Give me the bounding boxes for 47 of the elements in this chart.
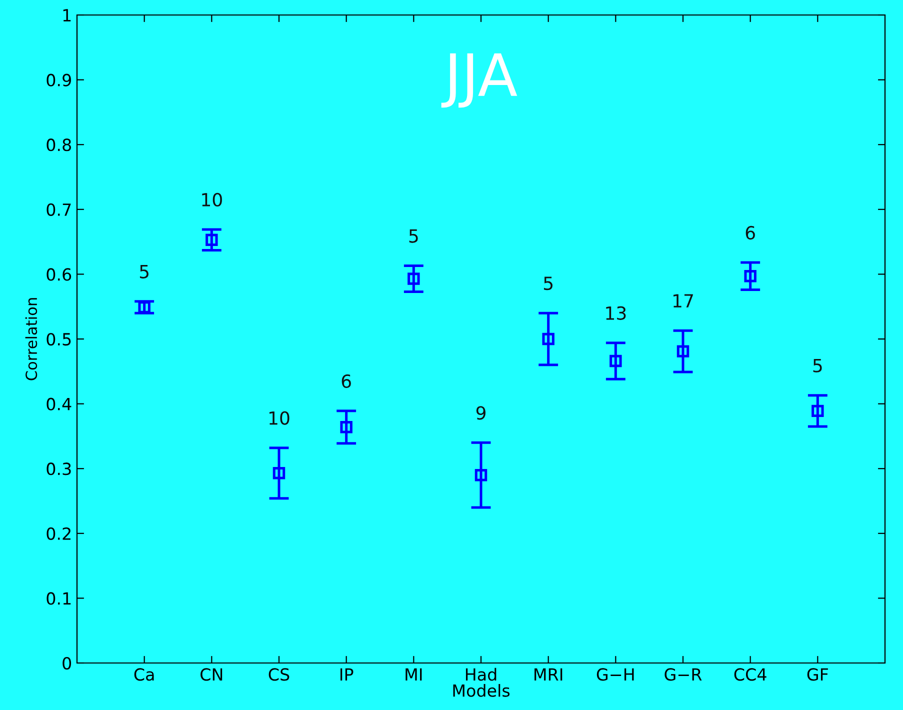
- y-tick-label: 0.9: [46, 74, 71, 86]
- x-tick-label: G−H: [596, 668, 634, 681]
- y-tick-label: 0: [62, 656, 72, 670]
- annotation: 5: [813, 359, 822, 372]
- point: [340, 421, 352, 434]
- y-tick-label: 0.6: [46, 268, 72, 281]
- point: [138, 301, 150, 314]
- point: [206, 234, 218, 246]
- x-tick-label: CS: [268, 668, 290, 681]
- annotation: 10: [202, 192, 222, 207]
- annotation: 6: [342, 374, 351, 388]
- point: [610, 354, 622, 368]
- x-tick-label: Ca: [134, 668, 154, 681]
- x-tick-label: CN: [200, 668, 222, 681]
- y-tick-label: 0.2: [46, 527, 70, 540]
- annotation: 5: [544, 276, 552, 290]
- y-tick-label: 0.4: [46, 398, 72, 410]
- x-tick-label: GF: [807, 668, 828, 681]
- point: [272, 467, 286, 480]
- y-tick-label: 0.5: [46, 332, 71, 346]
- point: [542, 332, 554, 346]
- annotation: 13: [606, 306, 626, 320]
- x-tick-label: MRI: [534, 668, 562, 681]
- x-tick-label: IP: [340, 668, 354, 681]
- annotation: 5: [140, 265, 148, 278]
- annotation: JJA: [441, 53, 518, 108]
- y-axis-title: Correlation: [25, 298, 38, 380]
- annotation: 17: [673, 294, 693, 308]
- point: [812, 404, 824, 418]
- point: [474, 468, 488, 482]
- x-tick-label: Had: [466, 668, 496, 681]
- point: [408, 272, 420, 285]
- annotation: 5: [409, 229, 418, 243]
- x-tick-label: G−R: [664, 668, 702, 681]
- x-axis-title: Models: [453, 684, 510, 697]
- annotation: 6: [746, 226, 755, 240]
- x-tick-label: MI: [406, 668, 422, 681]
- y-tick-label: 1: [63, 9, 71, 22]
- annotation: 10: [269, 411, 290, 425]
- point: [676, 345, 690, 358]
- y-tick-label: 0.7: [46, 203, 71, 216]
- y-tick-label: 0.8: [46, 138, 71, 152]
- y-tick-label: 0.3: [46, 462, 71, 476]
- annotation: 9: [476, 406, 486, 420]
- x-tick-label: CC4: [734, 668, 766, 681]
- y-tick-label: 0.1: [46, 592, 71, 605]
- point: [744, 270, 756, 282]
